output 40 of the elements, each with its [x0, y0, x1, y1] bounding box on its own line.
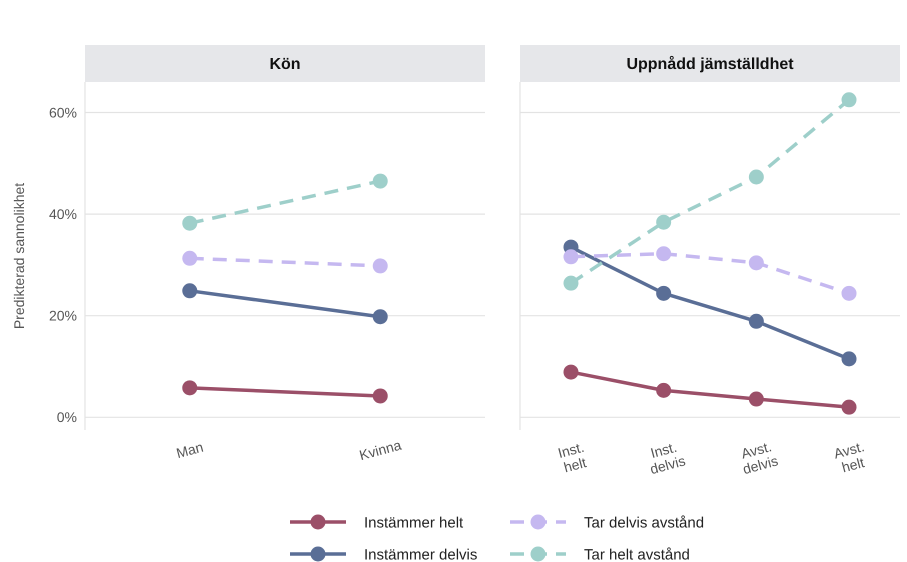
point	[748, 170, 764, 184]
point	[372, 258, 388, 274]
point	[563, 364, 578, 380]
legend-label: Tar delvis avstånd	[584, 514, 704, 532]
point	[842, 92, 857, 108]
y-axis-title: Predikterad sannolikhet	[11, 182, 27, 330]
x-tick-label: Inst. delvis	[648, 438, 687, 478]
point	[563, 276, 578, 291]
y-tick-label: 40%	[48, 206, 77, 222]
x-tick-label: Avst. delvis	[739, 438, 780, 478]
point	[748, 314, 764, 329]
point	[656, 286, 672, 301]
point	[182, 250, 198, 266]
point	[748, 392, 764, 407]
point	[182, 216, 198, 231]
x-tick-label: Man	[174, 438, 205, 462]
x-tick-label: Kvinna	[357, 436, 404, 464]
point	[656, 214, 672, 230]
legend-label: Instämmer helt	[364, 514, 464, 532]
chart-title: Kön	[269, 56, 301, 73]
legend-label: Tar helt avstånd	[584, 546, 690, 562]
point	[842, 351, 857, 366]
y-tick-label: 60%	[48, 104, 77, 120]
chart-title: Uppnådd jämställdhet	[626, 55, 794, 73]
point	[182, 380, 198, 396]
point	[372, 388, 388, 404]
point	[182, 283, 198, 298]
point	[372, 174, 388, 189]
y-tick-label: 20%	[48, 308, 77, 324]
point	[656, 246, 672, 262]
point	[842, 400, 857, 415]
legend-label: Instämmer delvis	[364, 546, 478, 562]
point	[656, 382, 672, 398]
point	[842, 286, 857, 301]
point	[563, 249, 578, 264]
x-tick-label: Avst. helt	[832, 438, 866, 476]
point	[372, 309, 388, 324]
point	[748, 255, 764, 270]
y-tick-label: 0%	[56, 409, 77, 426]
x-tick-label: Inst. helt	[556, 438, 588, 476]
